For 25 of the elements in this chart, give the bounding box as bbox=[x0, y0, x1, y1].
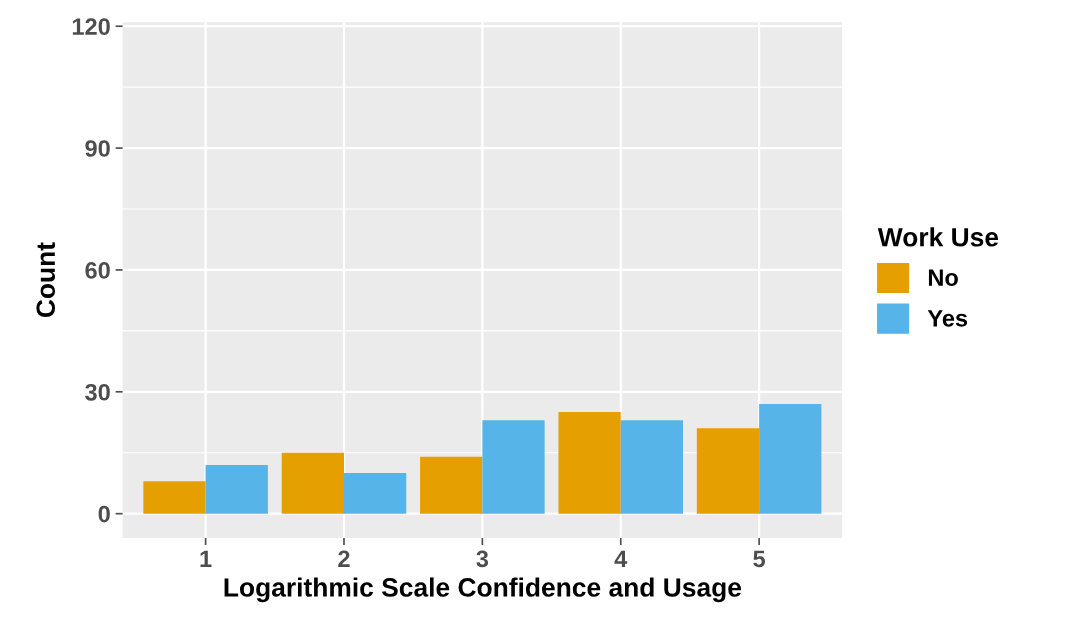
bar bbox=[482, 420, 545, 514]
bar bbox=[343, 473, 407, 514]
x-tick-label: 2 bbox=[338, 550, 350, 567]
legend-title: Work Use bbox=[877, 227, 999, 247]
x-tick-label: 3 bbox=[476, 550, 489, 568]
bar bbox=[281, 452, 344, 514]
y-axis-title: Count bbox=[36, 242, 56, 318]
bar bbox=[696, 428, 760, 514]
y-tick-label: 120 bbox=[72, 18, 110, 35]
x-axis-title: Logarithmic Scale Confidence and Usage bbox=[224, 577, 742, 603]
legend-label: No bbox=[928, 269, 958, 287]
y-tick-label: 90 bbox=[85, 140, 110, 157]
bar bbox=[558, 412, 621, 514]
bar bbox=[143, 481, 206, 514]
bar bbox=[759, 404, 822, 514]
x-tick-label: 1 bbox=[200, 550, 212, 567]
x-tick-label: 5 bbox=[753, 550, 766, 568]
bar bbox=[420, 456, 483, 514]
bar bbox=[620, 420, 684, 514]
x-tick-label: 4 bbox=[614, 550, 628, 567]
bar bbox=[205, 464, 268, 514]
y-tick-label: 0 bbox=[98, 505, 110, 523]
y-tick-label: 60 bbox=[85, 262, 110, 279]
legend-label: Yes bbox=[927, 310, 968, 327]
y-tick-label: 30 bbox=[85, 383, 110, 401]
